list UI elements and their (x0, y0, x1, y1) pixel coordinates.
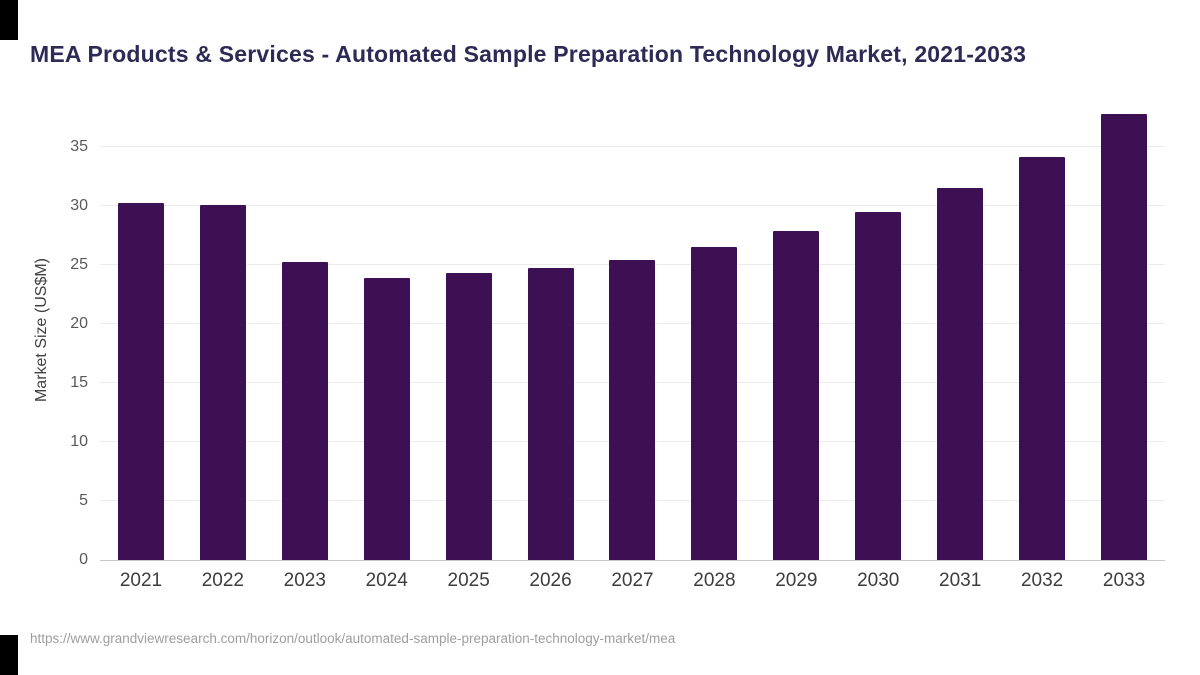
bar-slot-2028 (673, 100, 755, 560)
source-url: https://www.grandviewresearch.com/horizo… (30, 631, 676, 646)
x-axis-labels: 2021 2022 2023 2024 2025 2026 2027 2028 2029 2030… (100, 570, 1165, 592)
gridline-35 (100, 146, 1165, 148)
x-tick-label-2031: 2031 (939, 570, 982, 591)
bar-2022 (199, 204, 246, 560)
bar-slot-2021 (100, 100, 182, 560)
plot-area: 0 5 10 15 20 25 30 35 (70, 100, 1165, 568)
bar-slot-2025 (428, 100, 510, 560)
bar-slot-2030 (837, 100, 919, 560)
y-tick-label-0: 0 (79, 551, 88, 568)
y-tick-label-20: 20 (70, 315, 88, 333)
x-tick-label-2026: 2026 (529, 570, 572, 591)
x-tick-label-2024: 2024 (365, 570, 408, 591)
bar-slot-2024 (346, 100, 428, 560)
bar-2032 (1019, 156, 1066, 560)
x-tick-label-2025: 2025 (447, 570, 490, 591)
bar-2023 (281, 261, 328, 560)
bar-slot-2029 (755, 100, 837, 560)
x-tick-label-2030: 2030 (857, 570, 900, 591)
y-tick-label-10: 10 (70, 433, 88, 451)
bar-series (100, 100, 1165, 560)
chart-title: MEA Products & Services - Automated Samp… (30, 41, 1027, 68)
bar-2025 (445, 273, 492, 560)
bar-2031 (937, 188, 984, 560)
y-tick-label-35: 35 (70, 138, 88, 156)
x-tick-label-2028: 2028 (693, 570, 736, 591)
bar-slot-2026 (510, 100, 592, 560)
y-tick-label-25: 25 (70, 256, 88, 274)
bar-2028 (691, 247, 738, 560)
bar-slot-2022 (182, 100, 264, 560)
y-tick-label-15: 15 (70, 374, 88, 392)
bottom-left-corner-mark (0, 635, 18, 675)
bar-2029 (773, 230, 820, 560)
bar-2030 (855, 212, 902, 560)
bar-slot-2023 (264, 100, 346, 560)
bar-slot-2033 (1083, 100, 1165, 560)
x-tick-label-2029: 2029 (775, 570, 818, 591)
bar-2026 (527, 267, 574, 560)
x-tick-label-2027: 2027 (611, 570, 654, 591)
x-tick-label-2023: 2023 (283, 570, 326, 591)
x-tick-label-2022: 2022 (201, 570, 245, 591)
top-left-corner-mark (0, 0, 18, 40)
bar-slot-2032 (1001, 100, 1083, 560)
x-tick-label-2033: 2033 (1102, 570, 1146, 591)
bar-slot-2027 (592, 100, 674, 560)
bar-2033 (1101, 114, 1148, 560)
bar-2027 (609, 260, 656, 560)
y-tick-label-30: 30 (70, 197, 88, 215)
y-axis-label: Market Size (US$M) (33, 257, 50, 403)
bar-2021 (117, 202, 164, 560)
x-tick-label-2021: 2021 (119, 570, 163, 591)
gridline-30 (100, 205, 1165, 207)
bar-slot-2031 (919, 100, 1001, 560)
x-tick-label-2032: 2032 (1020, 570, 1064, 591)
y-tick-label-5: 5 (79, 492, 88, 510)
bar-2024 (363, 278, 410, 560)
